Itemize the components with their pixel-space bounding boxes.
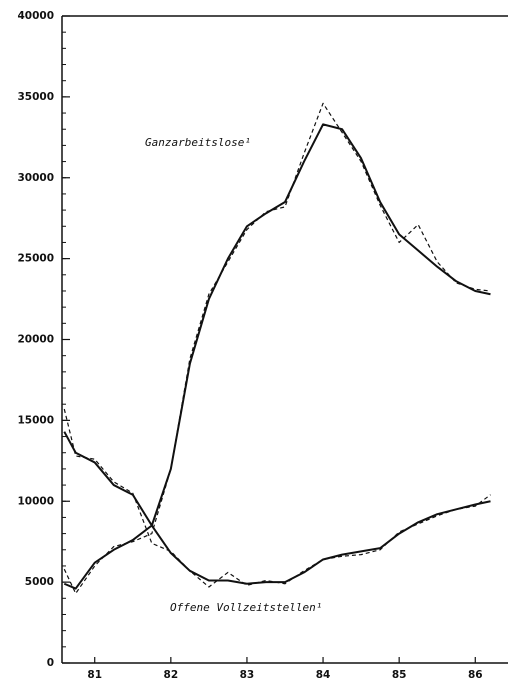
x-tick-label: 83 bbox=[240, 669, 255, 681]
trend-line bbox=[63, 431, 491, 585]
x-tick-label: 86 bbox=[468, 669, 483, 681]
y-tick-label: 0 bbox=[47, 657, 54, 669]
y-tick-label: 5000 bbox=[25, 576, 54, 588]
trend-line bbox=[63, 123, 491, 590]
x-tick-label: 84 bbox=[316, 669, 331, 681]
y-tick-label: 25000 bbox=[17, 253, 54, 265]
y-tick-label: 20000 bbox=[17, 334, 54, 346]
y-tick-label: 30000 bbox=[17, 172, 54, 184]
x-tick-label: 82 bbox=[164, 669, 179, 681]
y-tick-label: 35000 bbox=[17, 91, 54, 103]
series-label: Offene Vollzeitstellen¹ bbox=[170, 601, 322, 614]
y-tick-label: 40000 bbox=[17, 10, 54, 22]
y-tick-label: 15000 bbox=[17, 414, 54, 426]
series-label: Ganzarbeitslose¹ bbox=[145, 136, 251, 149]
x-tick-label: 85 bbox=[392, 669, 407, 681]
raw-line bbox=[63, 102, 491, 595]
raw-line bbox=[63, 408, 491, 588]
x-tick-label: 81 bbox=[87, 669, 102, 681]
y-tick-label: 10000 bbox=[17, 495, 54, 507]
